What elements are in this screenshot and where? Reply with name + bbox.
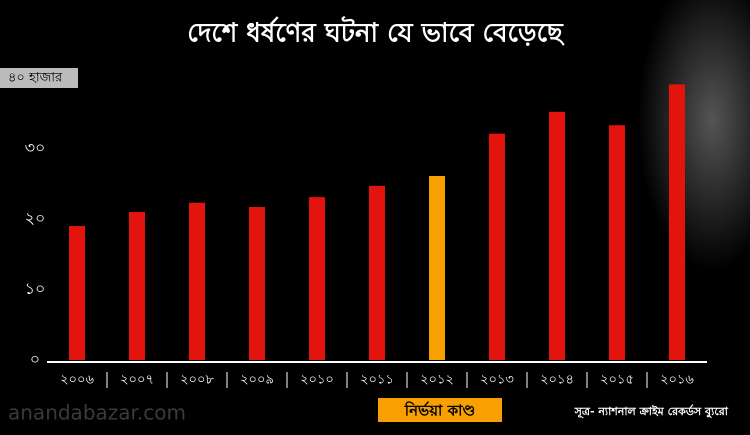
annotation: নির্ভয়া কাণ্ড (404, 401, 475, 420)
y-tick-label: ১০ (25, 279, 46, 298)
x-tick-label: ২০১৬ (660, 373, 694, 388)
bar (489, 133, 505, 360)
bar (249, 207, 265, 360)
x-tick-label: ২০১৫ (600, 373, 634, 388)
bar (189, 202, 205, 360)
bar (549, 111, 565, 360)
bar (669, 84, 685, 360)
x-tick-label: ২০১১ (360, 373, 394, 388)
x-tick-label: ২০০৭ (120, 373, 154, 388)
x-tick-label: ২০১০ (300, 373, 334, 388)
bar (309, 197, 325, 360)
y-tick-label: ২০ (25, 209, 46, 228)
x-tick-label: ২০১৩ (480, 373, 514, 388)
y-tick-label: ৪০ হাজার (8, 71, 63, 86)
bar (69, 226, 85, 360)
x-tick-label: ২০০৮ (180, 373, 214, 388)
bar (609, 125, 625, 360)
bar (369, 185, 385, 360)
chart-title: দেশে ধর্ষণের ঘটনা যে ভাবে বেড়েছে (187, 16, 565, 49)
watermark: anandabazar.com (8, 401, 186, 425)
y-tick-label: ০ (30, 350, 40, 369)
annotation-box (378, 398, 502, 422)
x-tick-label: ২০১৪ (540, 373, 574, 388)
unit-box (0, 68, 78, 88)
x-tick-label: ২০০৯ (240, 373, 274, 388)
y-tick-label: ৩০ (25, 138, 46, 157)
source: সূত্র- ন্যাশনাল ক্রাইম রেকর্ডস ব্যুরো (574, 404, 729, 419)
bar (129, 211, 145, 360)
x-tick-label: ২০১২ (420, 373, 454, 388)
bar (429, 175, 445, 360)
x-tick-label: ২০০৬ (60, 373, 94, 388)
